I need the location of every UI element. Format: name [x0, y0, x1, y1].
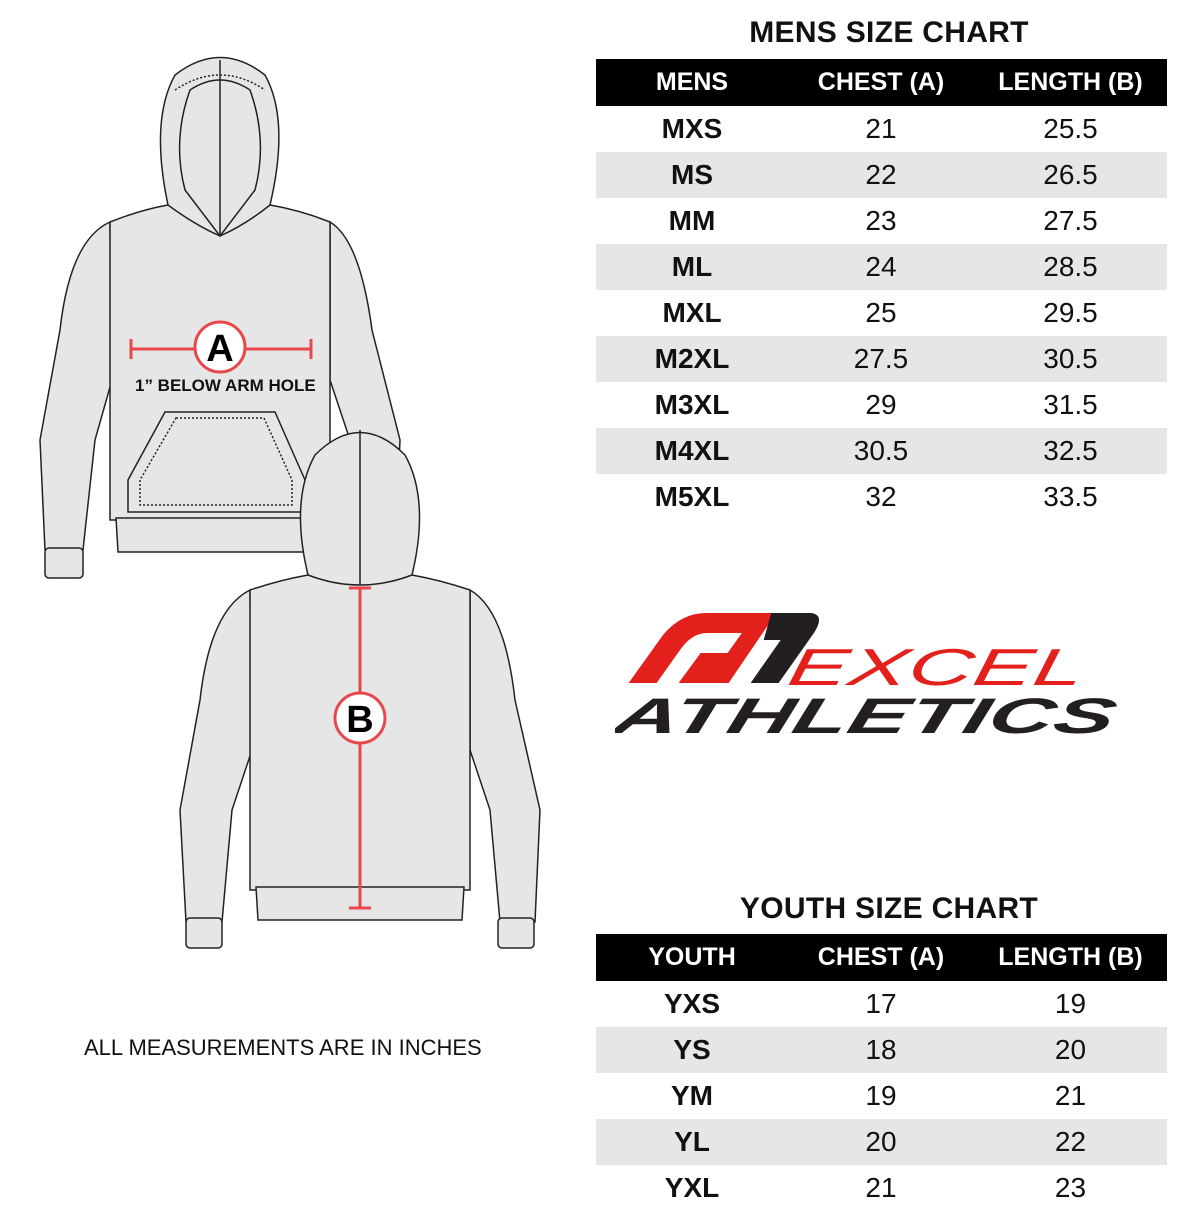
length-cell: 23 — [1054, 1172, 1087, 1203]
length-cell: 26.5 — [974, 152, 1167, 198]
measure-b-marker — [333, 691, 387, 745]
label-a: A — [206, 328, 233, 370]
table-row: M3XL 29 31.5 — [596, 382, 1167, 428]
chest-cell: 29 — [865, 389, 897, 420]
chest-cell: 17 — [865, 988, 897, 1019]
table-row: MXL 25 29.5 — [596, 290, 1167, 336]
table-row: M5XL 32 33.5 — [596, 474, 1167, 520]
length-cell: 25.5 — [1043, 113, 1098, 144]
length-cell: 21 — [1054, 1080, 1087, 1111]
length-cell: 27.5 — [1043, 205, 1098, 236]
measurement-note: ALL MEASUREMENTS ARE IN INCHES — [84, 1035, 482, 1060]
size-cell: YS — [596, 1027, 788, 1073]
logo-excel: EXCEL — [784, 639, 1089, 697]
length-cell: 29.5 — [1043, 297, 1098, 328]
chest-cell: 32 — [865, 481, 897, 512]
header-length: LENGTH (B) — [974, 59, 1167, 106]
chest-cell: 25 — [865, 297, 897, 328]
length-cell: 28.5 — [974, 244, 1167, 290]
table-row: YM 19 21 — [596, 1073, 1167, 1119]
chest-cell: 20 — [788, 1119, 974, 1165]
chest-cell: 18 — [788, 1027, 974, 1073]
arm-hole-note: 1” BELOW ARM HOLE — [135, 376, 316, 395]
chest-cell: 24 — [788, 244, 974, 290]
chest-cell: 21 — [865, 1172, 897, 1203]
measure-a-marker — [193, 320, 247, 374]
hoodie-diagram: A B — [39, 56, 541, 949]
table-row: M2XL 27.5 30.5 — [596, 336, 1167, 382]
excel-athletics-logo: EXCEL ATHLETICS — [615, 613, 1123, 744]
table-row: MXS 21 25.5 — [596, 106, 1167, 152]
size-cell: MS — [596, 152, 788, 198]
length-cell: 31.5 — [1043, 389, 1098, 420]
size-cell: YL — [596, 1119, 788, 1165]
chest-cell: 21 — [865, 113, 897, 144]
size-cell: M4XL — [596, 428, 788, 474]
table-row: MM 23 27.5 — [596, 198, 1167, 244]
length-cell: 33.5 — [1043, 481, 1098, 512]
size-cell: ML — [596, 244, 788, 290]
table-row: YXS 17 19 — [596, 981, 1167, 1027]
chest-cell: 19 — [865, 1080, 897, 1111]
youth-size-table: YOUTH CHEST (A) LENGTH (B) YXS 17 19 YS 18 20… — [596, 934, 1167, 1211]
chest-cell: 30.5 — [788, 428, 974, 474]
size-cell: M3XL — [654, 389, 730, 420]
length-cell: 30.5 — [974, 336, 1167, 382]
chest-cell: 27.5 — [788, 336, 974, 382]
length-cell: 22 — [974, 1119, 1167, 1165]
length-cell: 20 — [974, 1027, 1167, 1073]
size-cell: M5XL — [654, 481, 730, 512]
logo-athletics: ATHLETICS — [615, 688, 1123, 744]
size-cell: YXS — [663, 988, 721, 1019]
table-row: MS 22 26.5 — [596, 152, 1167, 198]
header-chest: CHEST (A) — [788, 934, 974, 981]
header-size: YOUTH — [596, 934, 788, 981]
table-row: YS 18 20 — [596, 1027, 1167, 1073]
size-cell: MM — [668, 205, 716, 236]
table-row: ML 24 28.5 — [596, 244, 1167, 290]
size-cell: M2XL — [596, 336, 788, 382]
header-chest: CHEST (A) — [788, 59, 974, 106]
size-cell: YM — [671, 1080, 713, 1111]
chest-cell: 23 — [865, 205, 897, 236]
size-cell: MXS — [661, 113, 723, 144]
size-cell: YXL — [664, 1172, 720, 1203]
size-cell: MXL — [662, 297, 722, 328]
label-b: B — [346, 699, 373, 741]
length-cell: 19 — [1054, 988, 1087, 1019]
chest-cell: 22 — [788, 152, 974, 198]
header-length: LENGTH (B) — [974, 934, 1167, 981]
length-cell: 32.5 — [974, 428, 1167, 474]
table-row: YXL 21 23 — [596, 1165, 1167, 1211]
youth-chart-title: YOUTH SIZE CHART — [739, 892, 1039, 925]
table-row: M4XL 30.5 32.5 — [596, 428, 1167, 474]
mens-size-table: MENS CHEST (A) LENGTH (B) MXS 21 25.5 MS 22 2… — [596, 59, 1167, 520]
header-size: MENS — [596, 59, 788, 106]
mens-chart-title: MENS SIZE CHART — [749, 16, 1029, 49]
table-row: YL 20 22 — [596, 1119, 1167, 1165]
